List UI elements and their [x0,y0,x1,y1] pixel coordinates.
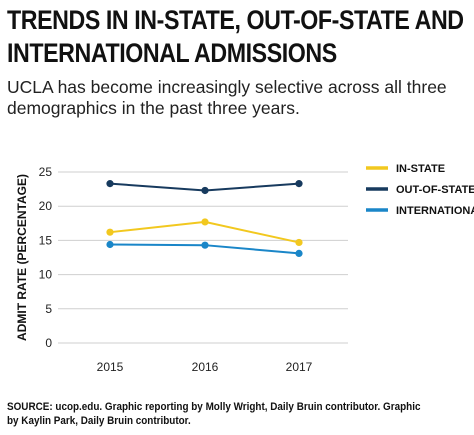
y-tick-label: 10 [39,268,53,282]
data-point [295,180,303,188]
legend-label: INTERNATIONAL [396,205,474,217]
x-tick-label: 2016 [192,360,219,374]
source-note: SOURCE: ucop.edu. Graphic reporting by M… [7,401,421,427]
data-point [106,240,114,249]
legend-label: IN-STATE [396,163,445,175]
chart-subtitle: UCLA has become increasingly selective a… [7,77,447,118]
chart-title-line-1: TRENDS IN IN-STATE, OUT-OF-STATE AND [7,5,464,35]
data-point [106,180,114,188]
y-tick-label: 20 [39,199,53,213]
chart-title-line-2: INTERNATIONAL ADMISSIONS [7,38,337,68]
data-point [201,241,209,249]
data-point [106,228,114,236]
data-point [295,238,303,247]
y-tick-label: 15 [39,233,53,247]
legend-label: OUT-OF-STATE [396,184,474,196]
x-tick-label: 2015 [97,360,124,374]
y-tick-label: 0 [45,336,52,350]
y-axis-label: ADMIT RATE (PERCENTAGE) [15,174,29,341]
data-point [201,218,209,226]
data-point [295,249,303,257]
x-tick-label: 2017 [286,360,313,374]
chart-title: TRENDS IN IN-STATE, OUT-OF-STATE AND INT… [7,4,464,70]
y-tick-label: 25 [39,165,53,179]
y-tick-label: 5 [45,302,52,316]
data-point [201,186,209,195]
